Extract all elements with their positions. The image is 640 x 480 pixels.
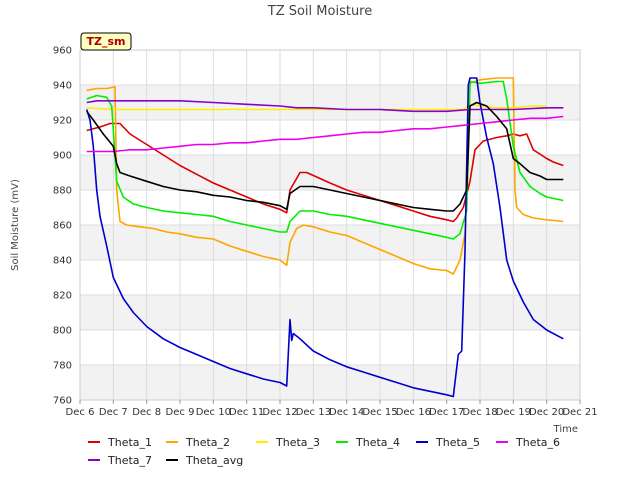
legend-item-theta-4: Theta_4 (336, 436, 400, 449)
series-lines (85, 77, 564, 398)
y-axis-ticks: 760 780 800 820 840 860 880 900 920 940 960 (53, 46, 72, 407)
series-line-theta-avg (86, 101, 564, 212)
x-tick-label: Dec 21 (562, 407, 597, 418)
background-band (80, 155, 580, 190)
background-bands (80, 50, 580, 400)
y-tick-label: 960 (53, 46, 72, 57)
chart-title: TZ Soil Moisture (267, 4, 373, 19)
y-tick-label: 840 (53, 256, 72, 267)
background-band (80, 365, 580, 400)
y-tick-label: 920 (53, 116, 72, 127)
legend-item-theta-2: Theta_2 (166, 436, 230, 449)
plot-frame (79, 49, 581, 401)
x-tick-label: Dec 12 (262, 407, 297, 418)
series-line-theta-2 (86, 77, 564, 275)
background-band (80, 50, 580, 85)
legend-item-theta-7: Theta_7 (88, 454, 152, 467)
x-tick-label: Dec 16 (396, 407, 431, 418)
x-tick-label: Dec 8 (132, 407, 161, 418)
y-tick-label: 780 (53, 361, 72, 372)
background-band (80, 190, 580, 225)
x-tick-label: Dec 17 (429, 407, 464, 418)
series-line-theta-6 (86, 115, 564, 153)
x-tick-label: Dec 20 (529, 407, 564, 418)
x-tick-label: Dec 13 (296, 407, 331, 418)
x-tick-label: Dec 15 (362, 407, 397, 418)
x-tick-label: Dec 19 (496, 407, 531, 418)
legend-item-theta-5: Theta_5 (416, 436, 480, 449)
legend-label: Theta_4 (355, 436, 400, 449)
legend-label: Theta_avg (185, 454, 243, 467)
badge-label: TZ_sm (87, 35, 126, 48)
y-tick-label: 760 (53, 396, 72, 407)
background-band (80, 85, 580, 120)
y-tick-label: 820 (53, 291, 72, 302)
tz-sm-badge: TZ_sm (80, 32, 132, 51)
legend-item-theta-3: Theta_3 (256, 436, 320, 449)
y-tick-label: 860 (53, 221, 72, 232)
series-line-theta-5 (85, 77, 564, 398)
series-line-theta-4 (86, 80, 564, 240)
x-axis-label: Time (553, 424, 578, 435)
legend-label: Theta_3 (275, 436, 320, 449)
y-tick-label: 880 (53, 186, 72, 197)
legend: Theta_1 Theta_2 Theta_3 Theta_4 Theta_5 Theta… (88, 436, 560, 467)
x-tick-label: Dec 7 (99, 407, 128, 418)
x-tick-label: Dec 11 (229, 407, 264, 418)
x-tick-label: Dec 18 (462, 407, 497, 418)
y-axis-label: Soil Moisture (mV) (10, 179, 21, 271)
legend-label: Theta_1 (107, 436, 152, 449)
legend-label: Theta_2 (185, 436, 230, 449)
legend-item-theta-1: Theta_1 (88, 436, 152, 449)
legend-item-theta-6: Theta_6 (496, 436, 560, 449)
legend-label: Theta_5 (435, 436, 480, 449)
series-line-theta-7 (86, 100, 564, 113)
x-tick-label: Dec 6 (66, 407, 95, 418)
x-tick-label: Dec 9 (166, 407, 195, 418)
y-tick-label: 900 (53, 151, 72, 162)
y-tick-label: 800 (53, 326, 72, 337)
background-band (80, 260, 580, 295)
background-band (80, 295, 580, 330)
x-tick-label: Dec 14 (329, 407, 364, 418)
legend-item-theta-avg: Theta_avg (166, 454, 243, 467)
badge-box (80, 32, 132, 51)
legend-label: Theta_6 (515, 436, 560, 449)
x-tick-label: Dec 10 (196, 407, 231, 418)
legend-label: Theta_7 (107, 454, 152, 467)
y-tick-label: 940 (53, 81, 72, 92)
